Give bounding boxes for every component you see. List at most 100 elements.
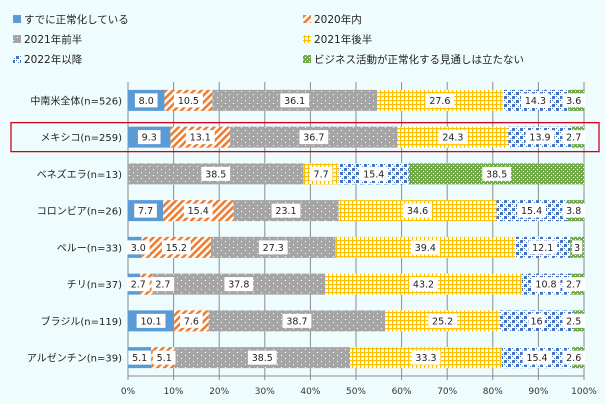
legend-item: 2021年前半 bbox=[13, 33, 82, 46]
category-label: チリ(n=37) bbox=[67, 279, 122, 291]
data-label-bg bbox=[531, 277, 561, 292]
data-label-bg bbox=[438, 130, 468, 145]
legend-label: 2021年前半 bbox=[24, 33, 82, 46]
data-label: 5.1 bbox=[157, 353, 172, 364]
data-label: 5.1 bbox=[132, 353, 147, 364]
data-label-bg bbox=[258, 240, 288, 255]
data-label: 2.6 bbox=[566, 353, 581, 364]
data-label: 15.4 bbox=[188, 206, 209, 217]
data-label-bg bbox=[183, 203, 213, 218]
legend-swatch bbox=[13, 55, 21, 63]
data-label: 10.1 bbox=[140, 316, 161, 327]
data-label: 15.4 bbox=[526, 353, 547, 364]
category-label: ブラジル(n=119) bbox=[41, 315, 123, 328]
data-label-bg bbox=[134, 93, 158, 108]
data-label-bg bbox=[517, 203, 546, 218]
data-label: 27.3 bbox=[263, 243, 284, 254]
data-label: 36.1 bbox=[284, 96, 305, 107]
data-label: 12.1 bbox=[532, 243, 553, 254]
legend-label: すでに正常化している bbox=[24, 13, 129, 26]
data-label: 3.0 bbox=[131, 243, 146, 254]
legend-swatch bbox=[303, 35, 311, 43]
data-label: 7.7 bbox=[138, 206, 153, 217]
data-label-bg bbox=[185, 130, 215, 145]
data-label: 24.3 bbox=[442, 133, 463, 144]
x-tick-label: 80% bbox=[483, 387, 503, 397]
x-tick-label: 90% bbox=[528, 387, 548, 397]
data-label: 34.6 bbox=[407, 206, 428, 217]
data-label: 2.7 bbox=[566, 280, 581, 291]
category-label: メキシコ(n=259) bbox=[40, 133, 122, 144]
data-label-bg bbox=[562, 277, 585, 292]
legend-item: 2022年以降 bbox=[13, 53, 83, 66]
legend-swatch bbox=[13, 15, 21, 23]
data-label: 8.0 bbox=[139, 96, 154, 107]
data-label: 2.7 bbox=[131, 280, 146, 291]
data-label-bg bbox=[309, 166, 333, 181]
axes: 0% 10% 20% 30% 40% 50% 60% 70% 80% 90% 100% 中南米全体(n… bbox=[10, 94, 600, 397]
data-label: 38.5 bbox=[205, 169, 226, 180]
data-label-bg bbox=[280, 93, 310, 108]
data-label-bg bbox=[528, 240, 558, 255]
data-label-bg bbox=[161, 240, 191, 255]
data-label-bg bbox=[528, 313, 545, 328]
data-label: 3.8 bbox=[566, 206, 581, 217]
x-tick-label: 40% bbox=[300, 387, 320, 397]
data-label-bg bbox=[128, 350, 151, 365]
data-label: 15.4 bbox=[521, 206, 542, 217]
data-label-bg bbox=[174, 93, 203, 108]
data-label-bg bbox=[151, 277, 175, 292]
data-label: 38.5 bbox=[486, 169, 507, 180]
legend-label: 2020年内 bbox=[314, 13, 362, 26]
data-labels: 8.0 10.5 36.1 27.6 14.3 3.6 9.3 13.1 36.7 24.3 13.… bbox=[127, 93, 585, 365]
data-label-bg bbox=[572, 240, 583, 255]
data-label-bg bbox=[134, 203, 157, 218]
data-label-bg bbox=[525, 130, 555, 145]
legend-item: 2021年後半 bbox=[303, 33, 372, 46]
data-label: 10.5 bbox=[178, 96, 199, 107]
data-label: 2.5 bbox=[566, 316, 581, 327]
legend: すでに正常化している 2020年内 2021年前半 2021年後半 2022年以降 ビジネ… bbox=[13, 13, 524, 66]
data-label: 27.6 bbox=[429, 96, 450, 107]
data-label: 38.5 bbox=[252, 353, 273, 364]
legend-item: すでに正常化している bbox=[13, 13, 129, 26]
legend-item: ビジネス活動が正常化する見通しは立たない bbox=[303, 53, 524, 66]
data-label-bg bbox=[425, 93, 455, 108]
data-label: 7.6 bbox=[184, 316, 199, 327]
legend-swatch bbox=[13, 35, 21, 43]
data-label-bg bbox=[562, 93, 585, 108]
data-label: 39.4 bbox=[415, 243, 436, 254]
data-label-bg bbox=[127, 240, 150, 255]
data-label-bg bbox=[411, 350, 441, 365]
legend-label: 2022年以降 bbox=[24, 53, 83, 66]
x-tick-label: 100% bbox=[571, 387, 597, 397]
category-label: コロンビア(n=26) bbox=[37, 206, 122, 218]
data-label-bg bbox=[271, 203, 301, 218]
data-label: 43.2 bbox=[413, 280, 434, 291]
data-label: 2.7 bbox=[566, 133, 581, 144]
legend-item: 2020年内 bbox=[303, 13, 362, 26]
data-label-bg bbox=[137, 130, 161, 145]
category-label: ベネズエラ(n=13) bbox=[37, 168, 122, 181]
data-label: 23.1 bbox=[275, 206, 296, 217]
data-label-bg bbox=[403, 203, 432, 218]
data-label: 14.3 bbox=[525, 96, 546, 107]
data-label: 7.7 bbox=[314, 169, 329, 180]
data-label-bg bbox=[152, 350, 176, 365]
data-label: 13.9 bbox=[529, 133, 550, 144]
data-label-bg bbox=[522, 350, 552, 365]
data-label-bg bbox=[224, 277, 254, 292]
legend-label: 2021年後半 bbox=[314, 33, 372, 46]
x-tick-label: 60% bbox=[392, 387, 412, 397]
x-tick-label: 20% bbox=[209, 387, 229, 397]
category-label: アルゼンチン(n=39) bbox=[27, 353, 122, 365]
data-label: 16 bbox=[531, 316, 543, 327]
x-tick-label: 50% bbox=[346, 387, 366, 397]
data-label-bg bbox=[410, 240, 440, 255]
data-label-bg bbox=[562, 130, 585, 145]
x-tick-label: 10% bbox=[164, 387, 184, 397]
legend-swatch bbox=[303, 55, 311, 63]
legend-label: ビジネス活動が正常化する見通しは立たない bbox=[314, 53, 524, 66]
data-label-bg bbox=[521, 93, 550, 108]
